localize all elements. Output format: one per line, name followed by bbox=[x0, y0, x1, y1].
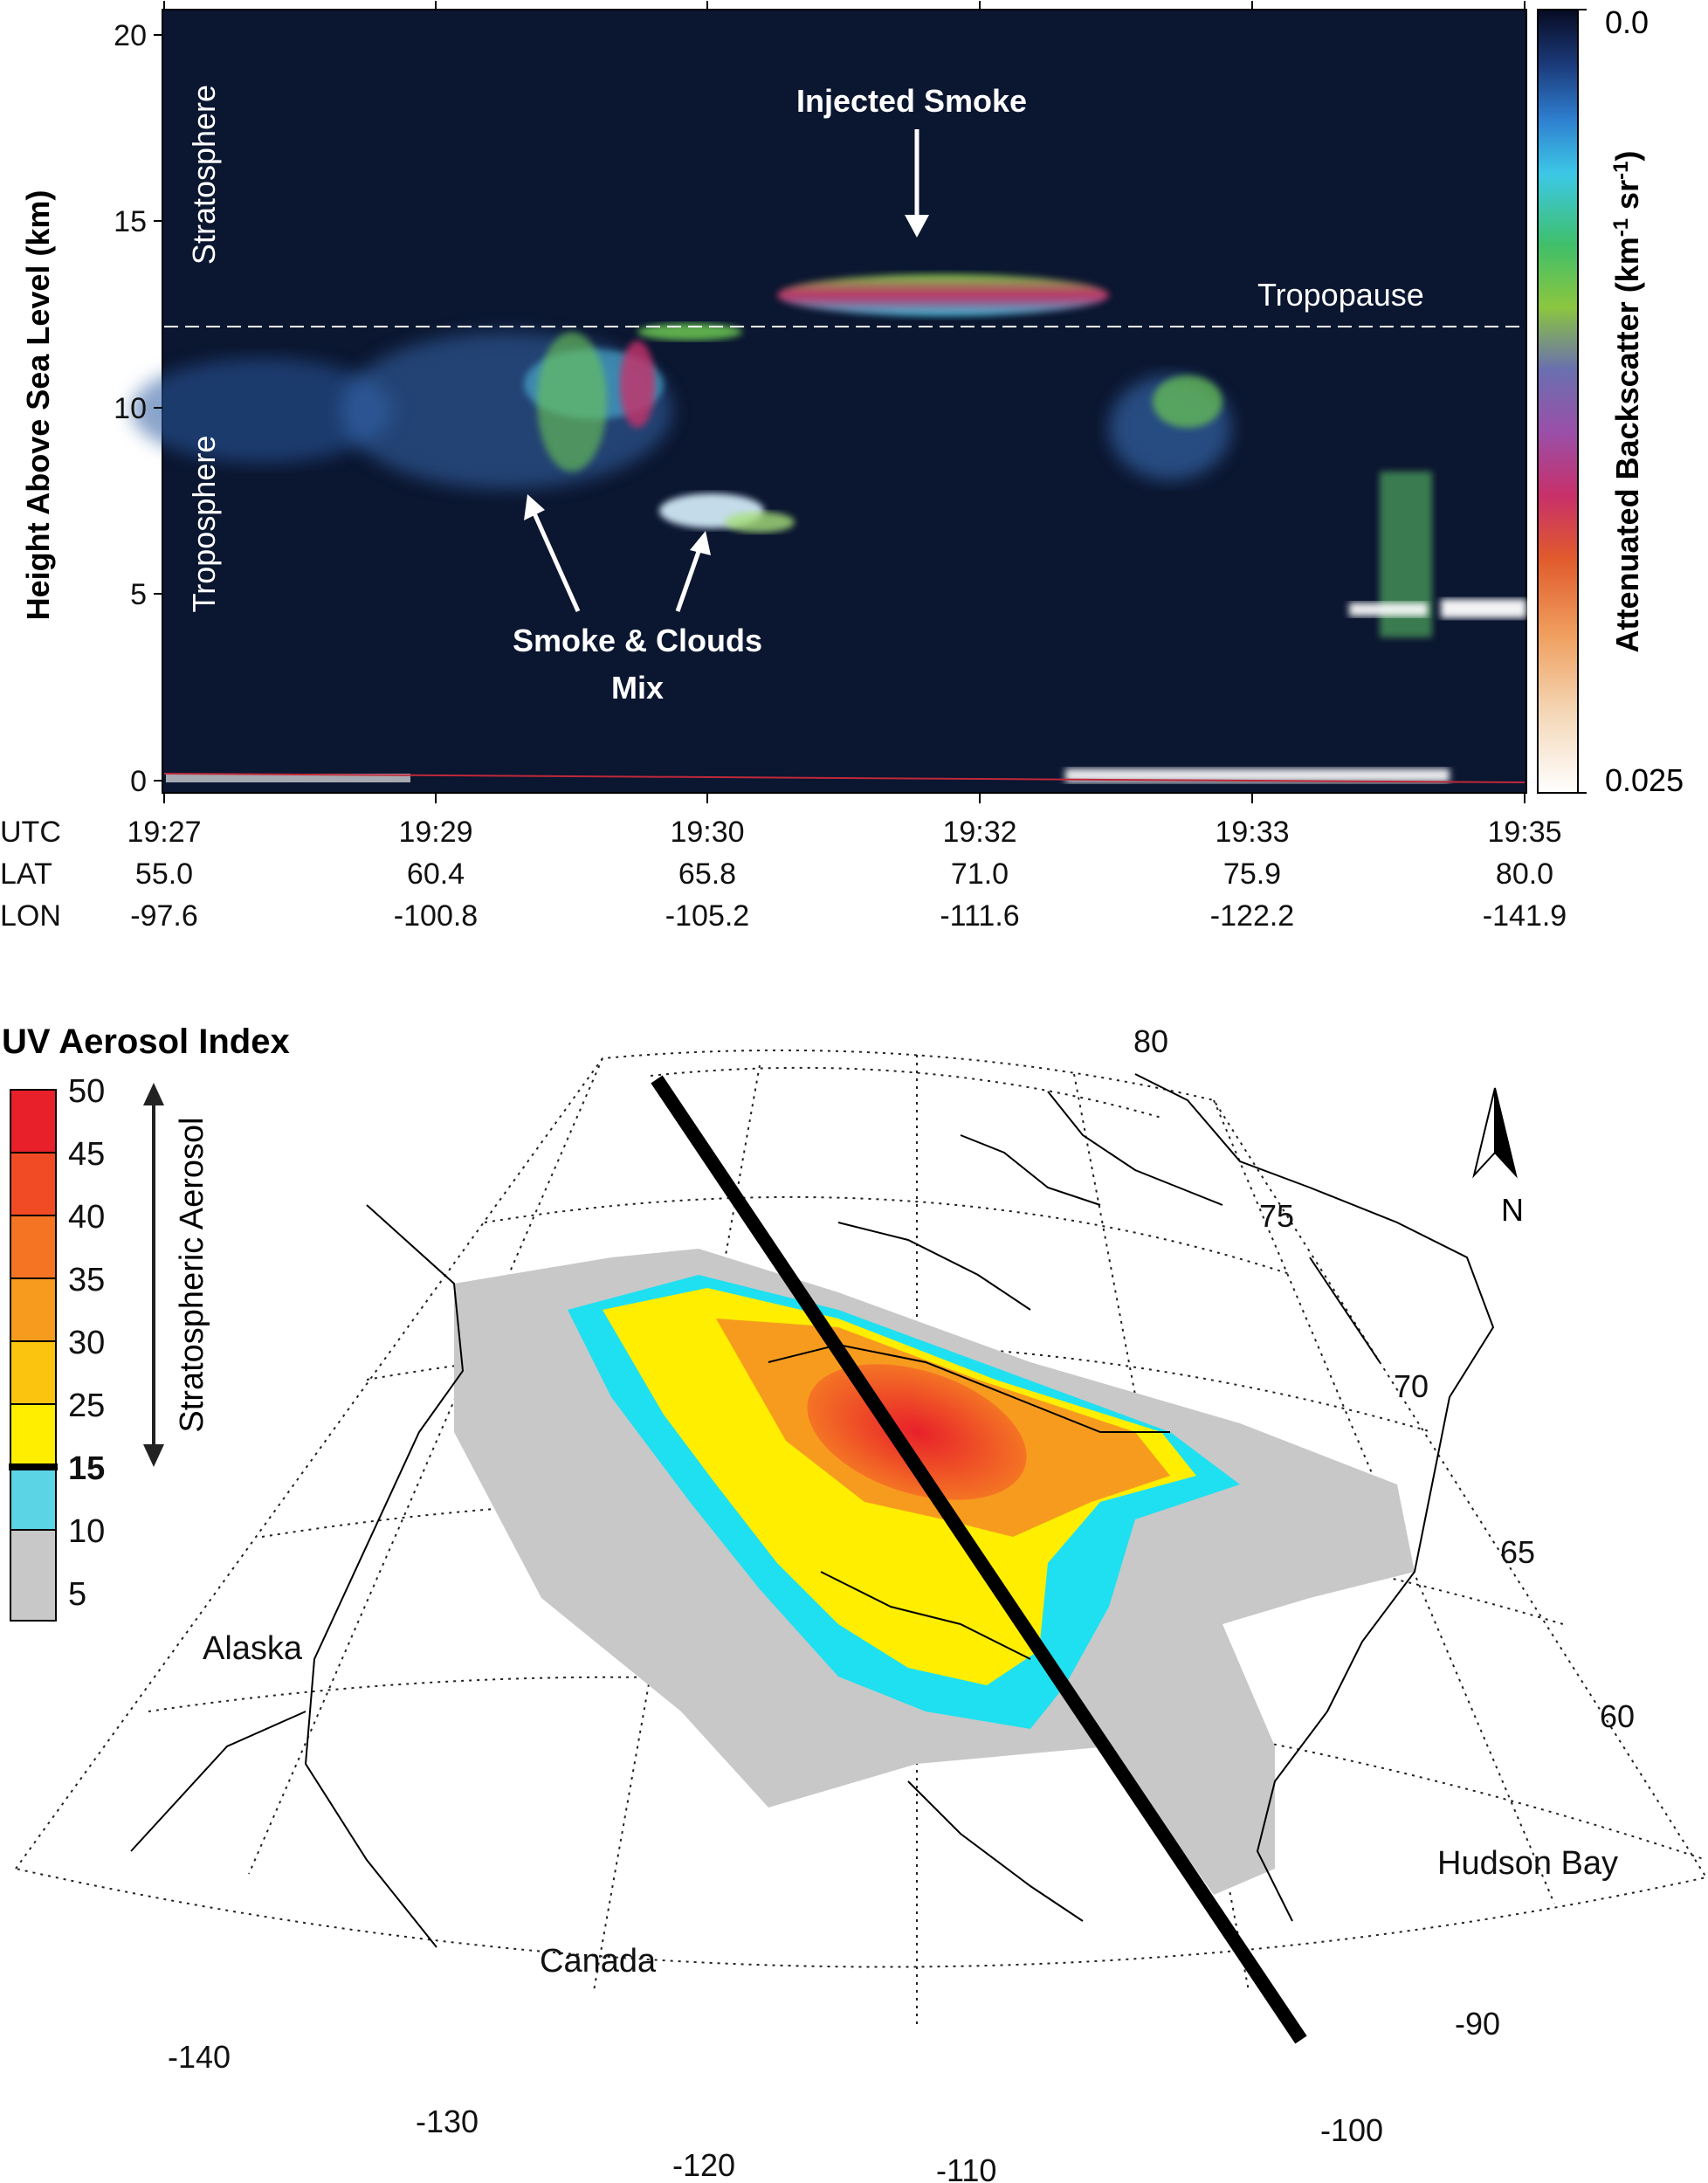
tropopause-label: Tropopause bbox=[1257, 277, 1424, 313]
lat-value: 55.0 bbox=[135, 857, 193, 891]
row-label-lat: LAT bbox=[0, 857, 52, 891]
colorbar-label: Attenuated Backscatter (km-1 sr-1) bbox=[1609, 151, 1645, 653]
aerosol-field bbox=[454, 1249, 1415, 1895]
stratospheric-arrow-icon bbox=[143, 1083, 164, 1467]
lon-value: -122.2 bbox=[1210, 899, 1294, 933]
lon-label: -110 bbox=[936, 2152, 996, 2183]
lat-value: 75.9 bbox=[1223, 857, 1281, 891]
legend-swatch bbox=[10, 1152, 57, 1216]
lidar-y-axis bbox=[154, 34, 162, 782]
smoke-clouds-mix-label: Smoke & Clouds bbox=[513, 623, 762, 658]
y-axis-label: Height Above Sea Level (km) bbox=[20, 190, 56, 621]
lon-label: -130 bbox=[416, 2104, 479, 2139]
map-boundary bbox=[14, 1049, 1708, 1968]
lat-label: 65 bbox=[1500, 1534, 1535, 1570]
annotation-arrows bbox=[524, 129, 929, 613]
lidar-panel: 20 15 10 5 0 Height Above Sea Level (km)… bbox=[0, 1, 1684, 933]
lon-value: -105.2 bbox=[665, 899, 749, 933]
map-panel: 80 75 70 65 60 -140 -130 -120 -110 -100 … bbox=[2, 1023, 1708, 2183]
lat-label: 70 bbox=[1394, 1368, 1429, 1404]
legend-swatch bbox=[10, 1529, 57, 1622]
legend-tick: 35 bbox=[68, 1262, 105, 1298]
colorbar bbox=[1537, 9, 1579, 794]
lon-label: -120 bbox=[672, 2147, 735, 2183]
legend-colorbar bbox=[10, 1089, 57, 1622]
utc-value: 19:35 bbox=[1487, 816, 1561, 849]
lat-label: 75 bbox=[1259, 1198, 1294, 1234]
satellite-track bbox=[651, 1075, 1307, 2044]
lat-label: 80 bbox=[1133, 1023, 1168, 1059]
lon-label: -100 bbox=[1320, 2112, 1383, 2148]
y-tick-label: 15 bbox=[114, 205, 147, 238]
lat-value: 60.4 bbox=[407, 857, 465, 891]
lat-value: 80.0 bbox=[1496, 857, 1553, 891]
legend-tick: 45 bbox=[68, 1136, 105, 1173]
legend-swatch bbox=[10, 1403, 57, 1468]
lon-label: -90 bbox=[1455, 2006, 1500, 2042]
utc-value: 19:33 bbox=[1215, 816, 1289, 849]
legend-swatch bbox=[10, 1277, 57, 1342]
injected-smoke-label: Injected Smoke bbox=[796, 83, 1027, 119]
y-tick-label: 5 bbox=[130, 578, 147, 611]
legend-tick: 10 bbox=[68, 1513, 105, 1550]
coastlines bbox=[130, 1073, 1495, 1948]
legend-tick: 15 bbox=[68, 1450, 105, 1487]
utc-value: 19:29 bbox=[398, 816, 472, 849]
legend-tick: 5 bbox=[68, 1576, 86, 1613]
lat-value: 65.8 bbox=[678, 857, 736, 891]
y-tick-label: 10 bbox=[114, 392, 147, 425]
north-label: N bbox=[1501, 1192, 1524, 1228]
north-arrow-icon bbox=[1472, 1087, 1518, 1179]
smoke-clouds-mix-label-2: Mix bbox=[611, 670, 664, 706]
stratospheric-aerosol-label: Stratospheric Aerosol bbox=[174, 1117, 210, 1432]
legend-tick: 30 bbox=[68, 1325, 105, 1361]
lon-value: -111.6 bbox=[940, 899, 1019, 933]
lon-value: -97.6 bbox=[130, 899, 198, 933]
legend-title: UV Aerosol Index bbox=[2, 1023, 290, 1061]
colorbar-max-label: 0.0 bbox=[1605, 4, 1649, 40]
legend-swatch bbox=[10, 1340, 57, 1405]
lon-value: -100.8 bbox=[394, 899, 478, 933]
y-tick-label: 20 bbox=[114, 19, 147, 52]
legend-swatch bbox=[10, 1215, 57, 1279]
lat-value: 71.0 bbox=[951, 857, 1009, 891]
lidar-x-axis bbox=[163, 1, 1525, 803]
utc-value: 19:27 bbox=[127, 816, 201, 849]
y-tick-label: 0 bbox=[130, 765, 147, 798]
lidar-features bbox=[131, 274, 1526, 782]
colorbar-min-label: 0.025 bbox=[1605, 762, 1684, 798]
row-label-utc: UTC bbox=[0, 816, 61, 849]
utc-value: 19:30 bbox=[670, 816, 744, 849]
region-label-hudson-bay: Hudson Bay bbox=[1437, 1845, 1618, 1882]
legend-swatch bbox=[10, 1089, 57, 1153]
region-label-alaska: Alaska bbox=[203, 1630, 303, 1667]
troposphere-label: Troposphere bbox=[186, 436, 222, 613]
utc-value: 19:32 bbox=[942, 816, 1016, 849]
legend-tick: 40 bbox=[68, 1199, 105, 1236]
lat-label: 60 bbox=[1600, 1698, 1635, 1734]
legend-tick: 25 bbox=[68, 1388, 105, 1424]
legend-tick: 50 bbox=[68, 1073, 105, 1110]
row-label-lon: LON bbox=[0, 899, 61, 933]
lon-value: -141.9 bbox=[1483, 899, 1567, 933]
legend-swatch bbox=[10, 1466, 57, 1531]
stratosphere-label: Stratosphere bbox=[186, 85, 222, 265]
region-label-canada: Canada bbox=[540, 1943, 657, 1980]
lon-label: -140 bbox=[168, 2039, 231, 2075]
surface-line bbox=[163, 773, 1525, 783]
